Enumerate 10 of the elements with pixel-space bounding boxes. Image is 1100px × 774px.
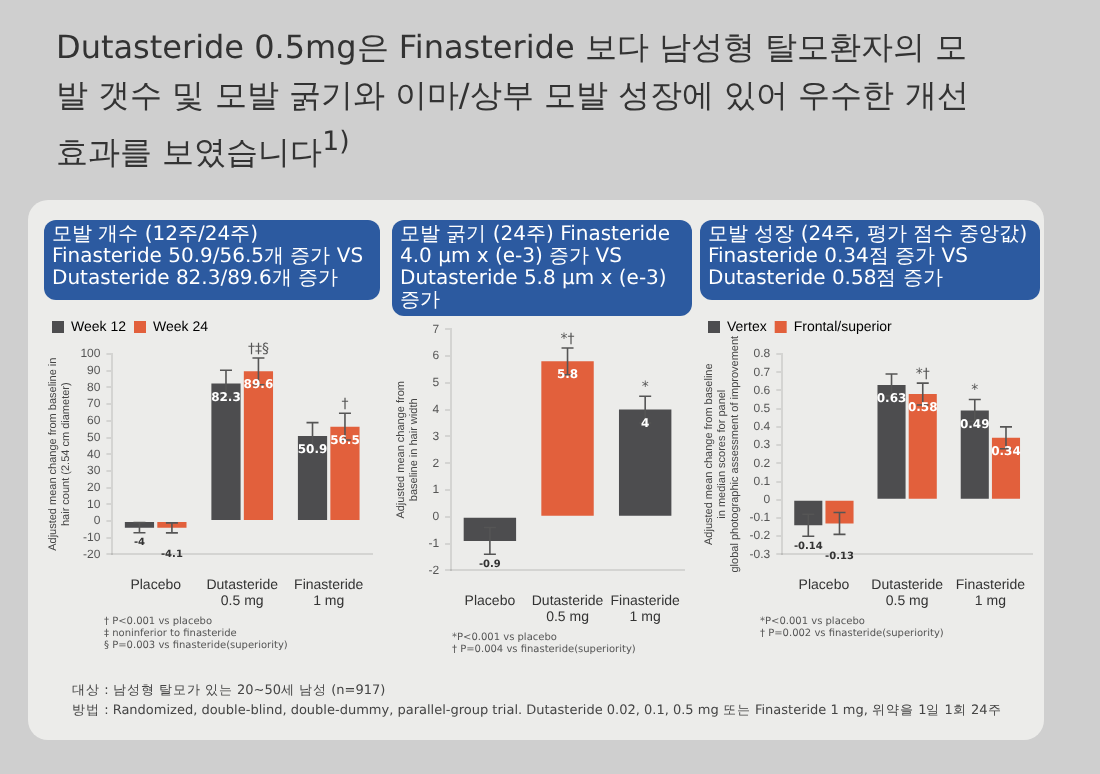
text: Dutasteride 0.5mg은 Finasteride 보다 남성형 탈모환자의 모발 갯수 및 모발 굵기와 이마/상부 모발 성장에 있어 우수한 개선효과를 보였습니다$^{1)}$ [56, 26, 971, 175]
chart-subtitle: 모발 개수 (12주/24주) Finasteride 50.9/56.5개 증가 VS Dutasteride 82.3/89.6개 증가 [44, 220, 380, 300]
bar [541, 361, 594, 516]
chart-subtitle: 모발 굵기 (24주) Finasteride 4.0 μm x (e-3) 증가 VS Dutasteride 5.8 μm x (e-3) 증가 [392, 220, 692, 316]
bar [908, 394, 937, 499]
bar [243, 371, 274, 520]
bar [124, 522, 155, 528]
chart-subtitle: 모발 성장 (24주, 평가 점수 중앙값) Finasteride 0.34점 증가 VS Dutasteride 0.58점 증가 [700, 220, 1040, 300]
bar [825, 500, 854, 524]
bar [330, 426, 360, 520]
